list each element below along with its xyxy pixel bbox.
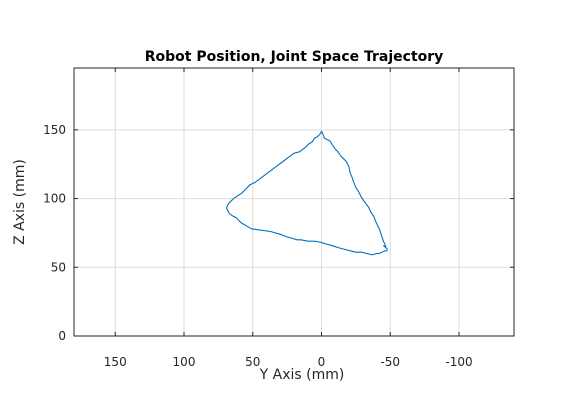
y-axis-label: Z Axis (mm) — [12, 159, 28, 245]
y-tick-label: 150 — [43, 123, 66, 137]
y-tick-label: 0 — [58, 329, 66, 343]
series-layer — [226, 130, 389, 256]
x-tick-label: 0 — [318, 355, 326, 369]
x-tick-label: 50 — [245, 355, 260, 369]
x-tick-label: 150 — [104, 355, 127, 369]
x-axis-label: Y Axis (mm) — [259, 367, 345, 383]
plot-frame — [73, 67, 515, 337]
x-tick-label: -100 — [445, 355, 472, 369]
x-tick-label: -50 — [380, 355, 400, 369]
chart-title: Robot Position, Joint Space Trajectory — [145, 49, 444, 65]
axis-ticks: 150 100 50 0 -50 -100 0 50 100 150 — [43, 68, 514, 369]
y-tick-label: 100 — [43, 192, 66, 206]
y-tick-label: 50 — [51, 260, 66, 274]
grid — [74, 68, 514, 337]
x-tick-label: 100 — [173, 355, 196, 369]
trajectory-line — [226, 130, 389, 256]
